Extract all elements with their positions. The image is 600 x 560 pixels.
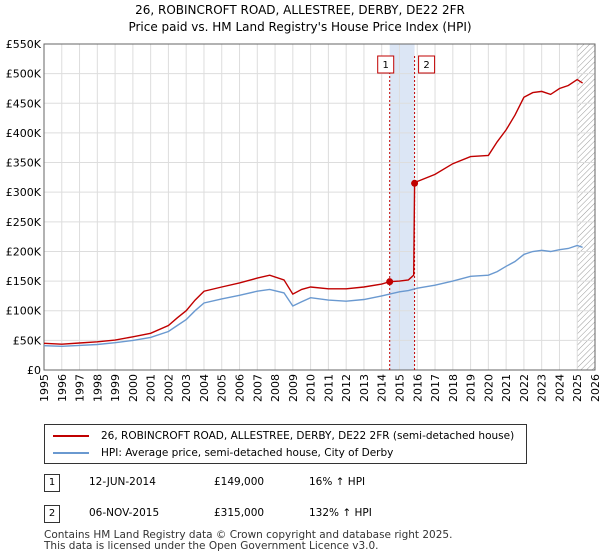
y-tick-label: £200K xyxy=(6,245,42,258)
sale-point xyxy=(411,179,419,187)
x-tick-label: 2020 xyxy=(482,374,495,402)
y-tick-label: £150K xyxy=(6,275,42,288)
y-tick-label: £550K xyxy=(6,38,42,51)
x-tick-label: 2013 xyxy=(358,374,371,402)
series-line-property xyxy=(43,78,583,345)
x-tick-label: 1996 xyxy=(56,374,69,402)
x-tick-label: 2002 xyxy=(162,374,175,402)
legend-label-property: 26, ROBINCROFT ROAD, ALLESTREE, DERBY, D… xyxy=(101,430,515,442)
x-tick-label: 2006 xyxy=(234,374,247,402)
price-chart: £0 £50K £100K £150K £200K £250K £300K £350K £400… xyxy=(6,38,600,402)
x-tick-label: 1995 xyxy=(38,374,51,402)
sale-label: 2 xyxy=(423,60,429,71)
x-tick-label: 2023 xyxy=(536,374,549,402)
x-tick-label: 2001 xyxy=(145,374,158,402)
y-tick-label: £300K xyxy=(6,186,42,199)
plot-area xyxy=(44,44,595,370)
y-tick-label: £0 xyxy=(27,364,41,377)
sale-point xyxy=(386,278,394,286)
y-tick-label: £500K xyxy=(6,68,42,81)
x-tick-label: 2017 xyxy=(429,374,442,402)
x-tick-label: 2008 xyxy=(269,374,282,402)
footer: Contains HM Land Registry data © Crown c… xyxy=(44,530,452,552)
x-tick-label: 2005 xyxy=(216,374,229,402)
x-tick-label: 2015 xyxy=(393,374,406,402)
x-tick-label: 1998 xyxy=(91,374,104,402)
legend-label-hpi: HPI: Average price, semi-detached house,… xyxy=(101,447,394,459)
legend-item-hpi: HPI: Average price, semi-detached house,… xyxy=(53,445,393,461)
x-tick-label: 2003 xyxy=(180,374,193,402)
chart-title-line2: Price paid vs. HM Land Registry's House … xyxy=(128,20,472,34)
x-tick-label: 2011 xyxy=(322,374,335,402)
sale-label: 1 xyxy=(383,60,389,71)
x-tick-label: 2025 xyxy=(571,374,584,402)
transaction-hpi: 132% ↑ HPI xyxy=(309,507,372,519)
footer-line1: Contains HM Land Registry data © Crown c… xyxy=(44,529,453,541)
x-tick-label: 2021 xyxy=(500,374,513,402)
sale-period-shade xyxy=(389,44,415,370)
transaction-number: 2 xyxy=(44,505,60,523)
sale-label-box xyxy=(377,55,395,74)
y-tick-label: £250K xyxy=(6,216,42,229)
transaction-hpi: 16% ↑ HPI xyxy=(309,476,366,488)
x-tick-label: 2019 xyxy=(465,374,478,402)
sale-label-box xyxy=(418,55,436,74)
x-tick-label: 2014 xyxy=(376,374,389,402)
axis-frame xyxy=(43,43,596,371)
x-tick-label: 2000 xyxy=(127,374,140,402)
legend-swatch-blue xyxy=(53,452,89,454)
chart-title-line1: 26, ROBINCROFT ROAD, ALLESTREE, DERBY, D… xyxy=(135,3,465,17)
x-tick-label: 2026 xyxy=(589,374,600,402)
x-tick-label: 2009 xyxy=(287,374,300,402)
transaction-date: 06-NOV-2015 xyxy=(89,507,160,519)
x-tick-label: 1999 xyxy=(109,374,122,402)
legend-item-property: 26, ROBINCROFT ROAD, ALLESTREE, DERBY, D… xyxy=(53,428,514,444)
footer-line2: This data is licensed under the Open Gov… xyxy=(44,540,379,552)
x-tick-label: 2016 xyxy=(411,374,424,402)
y-tick-label: £350K xyxy=(6,157,42,170)
x-tick-label: 2018 xyxy=(447,374,460,402)
y-tick-label: £400K xyxy=(6,127,42,140)
x-tick-label: 1997 xyxy=(74,374,87,402)
transaction-number: 1 xyxy=(44,474,60,492)
x-tick-label: 2004 xyxy=(198,374,211,402)
x-tick-label: 2022 xyxy=(518,374,531,402)
y-tick-label: £100K xyxy=(6,305,42,318)
x-tick-label: 2007 xyxy=(251,374,264,402)
x-tick-label: 2012 xyxy=(340,374,353,402)
y-tick-label: £450K xyxy=(6,97,42,110)
transaction-price: £315,000 xyxy=(214,507,265,519)
series-line-hpi xyxy=(43,244,583,348)
x-tick-label: 2010 xyxy=(305,374,318,402)
transaction-price: £149,000 xyxy=(214,476,265,488)
transaction-date: 12-JUN-2014 xyxy=(89,476,156,488)
y-tick-label: £50K xyxy=(13,334,42,347)
future-hatch xyxy=(577,44,595,370)
legend: 26, ROBINCROFT ROAD, ALLESTREE, DERBY, D… xyxy=(44,424,527,464)
legend-swatch-red xyxy=(53,435,89,437)
x-tick-label: 2024 xyxy=(553,374,566,402)
